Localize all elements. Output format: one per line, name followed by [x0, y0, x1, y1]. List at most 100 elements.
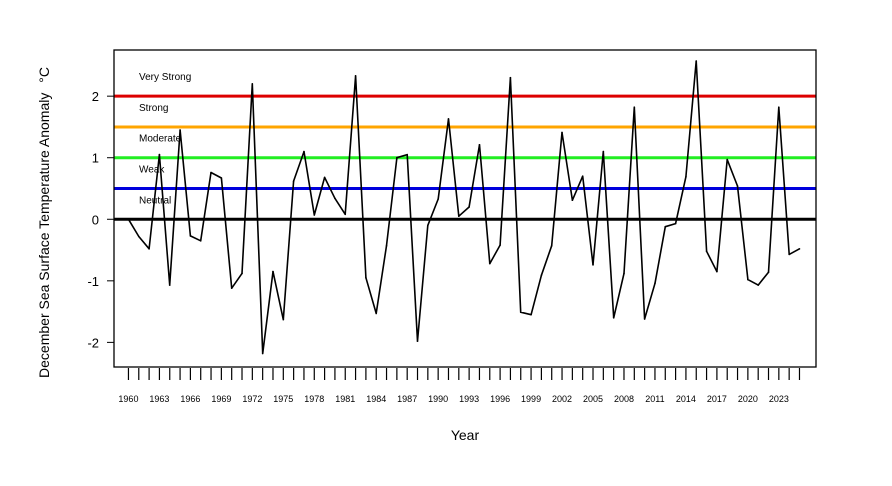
- y-axis-title-text: December Sea Surface Temperature Anomaly: [36, 93, 52, 378]
- data-point: [272, 270, 274, 273]
- data-point: [199, 240, 202, 242]
- data-point: [292, 180, 295, 182]
- x-tick-label: 1987: [397, 394, 417, 404]
- y-axis-title-unit: °C: [36, 67, 52, 83]
- data-point: [241, 272, 243, 275]
- data-point: [530, 313, 532, 316]
- x-tick-label: 2002: [552, 394, 572, 404]
- x-tick-label: 1969: [211, 394, 231, 404]
- data-point: [179, 129, 181, 131]
- data-point: [427, 224, 429, 227]
- data-point: [437, 198, 439, 200]
- data-point: [509, 76, 512, 79]
- data-point: [334, 197, 336, 200]
- data-point: [705, 250, 708, 253]
- x-tick-label: 1984: [366, 394, 386, 404]
- data-point: [396, 156, 398, 159]
- data-point: [602, 150, 605, 153]
- data-point: [612, 316, 615, 319]
- y-tick-label: -2: [87, 335, 99, 350]
- y-tick-label: 2: [92, 89, 99, 104]
- data-point: [189, 235, 192, 237]
- data-point: [230, 287, 233, 290]
- data-point: [375, 312, 378, 315]
- data-point: [581, 175, 584, 177]
- data-point: [798, 248, 801, 250]
- data-point: [736, 185, 739, 187]
- x-tick-label: 1975: [273, 394, 293, 404]
- data-point: [261, 352, 264, 355]
- data-point: [633, 106, 636, 109]
- y-axis-title: December Sea Surface Temperature Anomaly…: [36, 67, 52, 378]
- data-point: [303, 150, 305, 153]
- x-axis-title: Year: [451, 427, 480, 443]
- threshold-lines: [114, 94, 816, 221]
- data-point: [478, 143, 481, 146]
- data-point: [354, 75, 357, 77]
- data-point: [323, 176, 326, 179]
- data-point: [344, 213, 347, 216]
- x-tick-label: 1966: [180, 394, 200, 404]
- data-point: [726, 158, 729, 161]
- series: [127, 60, 801, 355]
- data-point: [468, 206, 470, 208]
- y-tick-label: 0: [92, 212, 99, 227]
- series-line: [127, 60, 800, 355]
- plot-frame: [113, 49, 817, 368]
- threshold-label: Very Strong: [139, 72, 191, 83]
- data-point: [282, 318, 285, 321]
- threshold-label: Strong: [139, 103, 168, 114]
- x-axis: 1960 1963 1966 1969 1972 1975 1978 1981 1984 1987…: [118, 368, 801, 404]
- x-tick-label: 1963: [149, 394, 169, 404]
- data-point: [664, 225, 667, 228]
- y-tick-label: -1: [87, 274, 99, 289]
- data-point: [365, 276, 367, 279]
- x-tick-label: 1999: [521, 394, 541, 404]
- x-tick-label: 1981: [335, 394, 355, 404]
- x-tick-label: 2011: [645, 394, 664, 404]
- y-tick-label: 1: [92, 151, 99, 166]
- data-point: [499, 244, 501, 246]
- data-point: [137, 235, 140, 238]
- x-tick-label: 1993: [459, 394, 479, 404]
- data-point: [251, 83, 254, 85]
- data-point: [685, 176, 687, 178]
- x-tick-label: 1972: [242, 394, 262, 404]
- data-point: [767, 271, 770, 274]
- data-point: [416, 340, 419, 342]
- x-tick-label: 2008: [614, 394, 634, 404]
- x-tick-label: 2017: [707, 394, 727, 404]
- data-point: [757, 284, 759, 286]
- x-tick-label: 2020: [738, 394, 758, 404]
- data-point: [540, 274, 543, 277]
- x-tick-label: 2023: [769, 394, 789, 404]
- data-point: [550, 244, 553, 247]
- data-point: [313, 214, 316, 216]
- data-point: [561, 131, 563, 134]
- data-point: [623, 272, 625, 275]
- data-point: [488, 262, 491, 265]
- data-point: [674, 222, 677, 225]
- data-point: [158, 153, 161, 156]
- data-point: [168, 284, 171, 286]
- data-point: [127, 218, 130, 221]
- x-tick-label: 1996: [490, 394, 510, 404]
- data-point: [716, 270, 718, 273]
- data-point: [519, 311, 522, 314]
- x-tick-label: 1960: [118, 394, 138, 404]
- data-point: [778, 106, 780, 109]
- data-point: [654, 282, 656, 285]
- data-point: [148, 248, 150, 250]
- data-point: [643, 318, 646, 320]
- data-point: [385, 244, 388, 247]
- data-point: [695, 60, 698, 62]
- data-point: [406, 153, 408, 156]
- data-point: [220, 177, 223, 179]
- data-point: [592, 264, 594, 266]
- threshold-label: Weak: [139, 164, 165, 175]
- data-point: [458, 215, 460, 217]
- x-tick-label: 2014: [676, 394, 696, 404]
- data-point: [747, 278, 749, 281]
